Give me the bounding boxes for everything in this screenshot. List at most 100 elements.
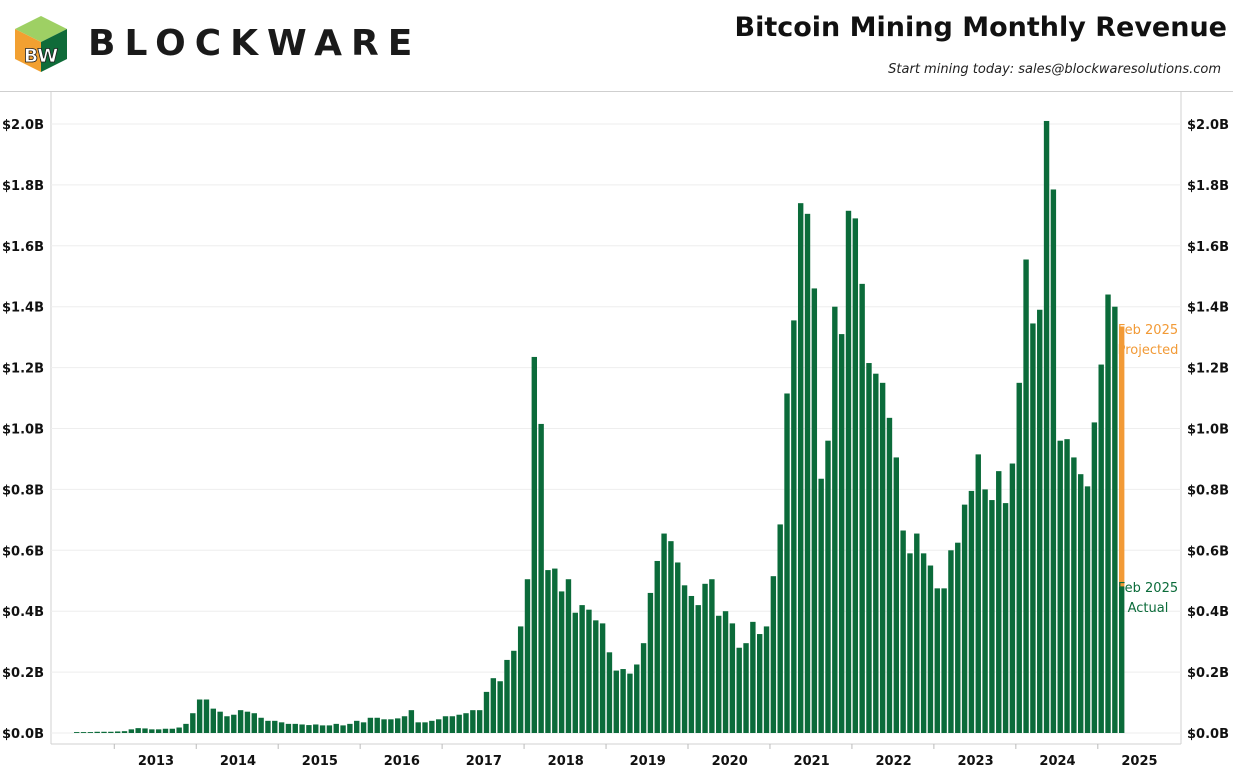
bar: [968, 490, 975, 733]
bar: [463, 713, 469, 733]
chart-title: Bitcoin Mining Monthly Revenue: [734, 12, 1227, 43]
bar: [244, 711, 251, 733]
bar: [388, 719, 394, 733]
bar: [804, 213, 811, 733]
bar: [558, 591, 565, 733]
bar-series: [74, 120, 1125, 734]
bar: [299, 724, 305, 733]
bar: [456, 714, 462, 733]
bar: [149, 729, 155, 733]
bar: [586, 609, 592, 733]
bar: [1064, 439, 1070, 733]
bar: [757, 634, 763, 733]
x-tick-label: 2018: [548, 754, 584, 769]
bar: [258, 717, 264, 733]
bar: [1078, 474, 1084, 733]
bar: [155, 729, 162, 733]
bar: [1105, 294, 1111, 733]
bar: [914, 533, 920, 733]
x-tick-label: 2021: [794, 754, 830, 769]
bar: [306, 725, 312, 733]
bar: [265, 720, 271, 733]
bar: [613, 670, 619, 733]
bar: [442, 716, 449, 733]
bar: [231, 714, 237, 733]
projected-label-line2: Projected: [1118, 343, 1179, 358]
bar: [347, 723, 353, 733]
bar: [634, 664, 640, 733]
bar: [278, 722, 285, 733]
chart-header: BW BLOCKWARE Bitcoin Mining Monthly Reve…: [0, 0, 1233, 92]
bar: [716, 615, 722, 733]
bar: [784, 393, 790, 733]
bar: [941, 588, 947, 733]
bar: [852, 218, 859, 733]
bar: [1057, 440, 1063, 733]
y-tick-label-right: $0.2B: [1187, 666, 1229, 681]
bar: [565, 579, 572, 733]
y-axis-left: $0.0B $0.2B $0.4B $0.6B $0.8B $1.0B $1.2B $1.4B…: [2, 118, 44, 742]
x-tick-label: 2017: [466, 754, 502, 769]
brand-name: BLOCKWARE: [88, 23, 422, 64]
bar: [736, 647, 742, 733]
bar: [709, 579, 715, 733]
bar: [552, 568, 558, 733]
bar: [237, 710, 244, 733]
bar: [1037, 309, 1043, 733]
projected-label-line1: Feb 2025: [1118, 323, 1178, 338]
blockware-cube-logo: BW: [15, 16, 67, 72]
bar: [1030, 323, 1036, 733]
x-tick-label: 2023: [957, 754, 993, 769]
bar: [832, 306, 838, 733]
bar: [292, 723, 298, 733]
bar: [1084, 486, 1091, 733]
y-tick-label-right: $1.0B: [1187, 423, 1229, 438]
bar: [367, 717, 374, 733]
bar: [135, 728, 141, 733]
bar: [538, 423, 544, 733]
bar: [825, 440, 831, 733]
bar: [374, 717, 380, 733]
bar: [886, 417, 893, 733]
bar: [599, 623, 606, 733]
bar: [729, 623, 736, 733]
bar: [80, 732, 87, 733]
y-tick-label-left: $1.4B: [2, 301, 44, 316]
chart-subtitle: Start mining today: sales@blockwaresolut…: [888, 62, 1221, 77]
y-tick-label-right: $0.6B: [1187, 544, 1229, 559]
bar: [982, 489, 988, 733]
y-tick-label-left: $0.2B: [2, 666, 44, 681]
bar: [627, 673, 633, 733]
bar: [661, 533, 667, 733]
bar: [272, 720, 278, 733]
y-tick-label-right: $1.6B: [1187, 240, 1229, 255]
bar: [845, 210, 852, 733]
bar: [879, 382, 886, 733]
bar: [319, 725, 326, 733]
projected-bar: [1118, 326, 1125, 587]
y-tick-label-left: $1.8B: [2, 179, 44, 194]
bar: [675, 562, 681, 733]
bar: [470, 710, 476, 733]
logo-right-face: [41, 29, 67, 72]
bar: [750, 621, 756, 733]
y-tick-label-left: $0.8B: [2, 483, 44, 498]
bar: [838, 334, 845, 733]
bar: [415, 722, 421, 733]
bar: [142, 728, 148, 733]
bar: [1091, 422, 1098, 733]
actual-label-line2: Actual: [1128, 601, 1169, 616]
bar: [545, 570, 551, 733]
bar: [354, 720, 360, 733]
bar: [593, 620, 599, 733]
bar: [108, 731, 114, 733]
bar: [476, 710, 483, 733]
y-tick-label-right: $0.0B: [1187, 727, 1229, 742]
bar: [893, 457, 899, 733]
bar: [101, 731, 107, 733]
y-tick-label-right: $1.8B: [1187, 179, 1229, 194]
bar: [121, 731, 128, 733]
bar: [579, 605, 585, 733]
x-tick-label: 2016: [384, 754, 420, 769]
y-tick-label-right: $0.8B: [1187, 483, 1229, 498]
